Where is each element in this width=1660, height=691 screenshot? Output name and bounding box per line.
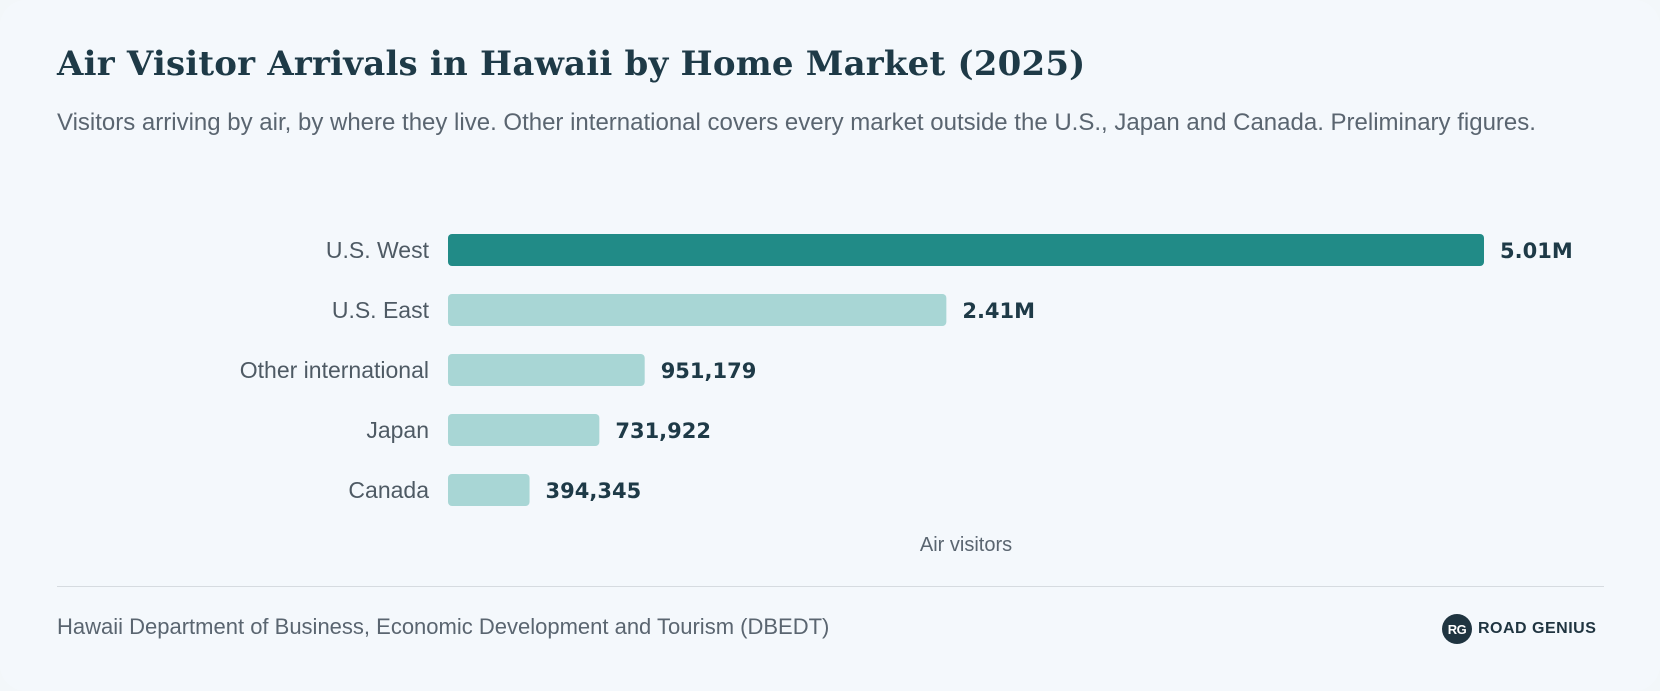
- footer-divider: [57, 586, 1604, 587]
- bar: [448, 354, 645, 386]
- category-label: U.S. West: [326, 237, 430, 263]
- value-label: 2.41M: [962, 299, 1035, 323]
- bar: [448, 414, 600, 446]
- category-label: U.S. East: [332, 297, 430, 323]
- bar: [448, 234, 1484, 266]
- value-label: 951,179: [661, 359, 757, 383]
- chart-subtitle: Visitors arriving by air, by where they …: [57, 109, 1536, 136]
- category-label: Japan: [366, 417, 429, 443]
- source-note: Hawaii Department of Business, Economic …: [57, 614, 830, 639]
- road-genius-logo-icon: RG: [1442, 614, 1472, 644]
- bar: [448, 294, 947, 326]
- chart-title: Air Visitor Arrivals in Hawaii by Home M…: [57, 44, 1086, 84]
- category-label: Other international: [240, 357, 429, 383]
- bar-chart: U.S. West 5.01M U.S. East 2.41M Other intern…: [240, 234, 1573, 556]
- brand-logo: RG ROAD GENIUS: [1442, 614, 1596, 644]
- value-label: 5.01M: [1500, 239, 1573, 263]
- brand-name: ROAD GENIUS: [1478, 620, 1597, 637]
- x-axis-label: Air visitors: [920, 534, 1012, 556]
- value-label: 394,345: [546, 479, 642, 503]
- category-label: Canada: [348, 477, 429, 503]
- bar: [448, 474, 530, 506]
- value-label: 731,922: [615, 419, 711, 443]
